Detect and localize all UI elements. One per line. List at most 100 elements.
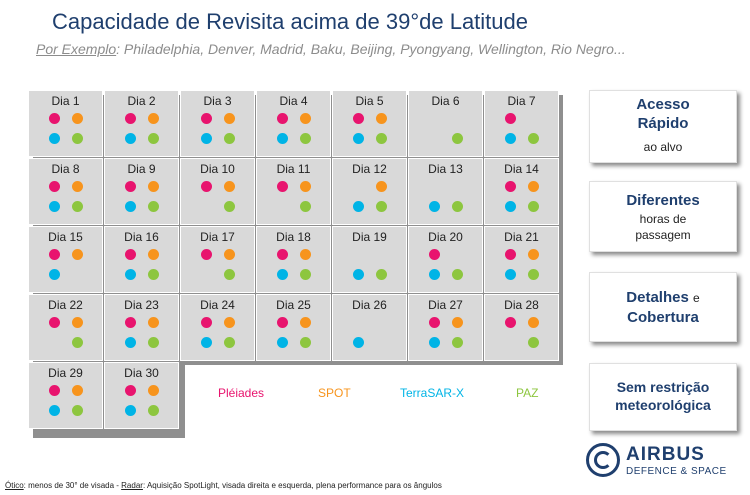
- pleiades-dot: [49, 181, 60, 192]
- pleiades-dot: [49, 113, 60, 124]
- paz-dot: [528, 269, 539, 280]
- day-cell: Dia 4: [256, 90, 331, 157]
- day-label: Dia 28: [504, 298, 539, 312]
- day-label: Dia 24: [200, 298, 235, 312]
- terrasar-x-dot: [49, 405, 60, 416]
- terrasar-x-dot: [353, 201, 364, 212]
- page-title: Capacidade de Revisita acima de 39°de La…: [52, 9, 528, 34]
- day-label: Dia 15: [48, 230, 83, 244]
- pleiades-dot: [353, 113, 364, 124]
- day-cell: Dia 5: [332, 90, 407, 157]
- terrasar-x-dot: [505, 201, 516, 212]
- pleiades-dot: [125, 181, 136, 192]
- spot-dot: [72, 317, 83, 328]
- pleiades-dot: [125, 317, 136, 328]
- day-label: Dia 18: [276, 230, 311, 244]
- terrasar-x-dot: [277, 337, 288, 348]
- day-label: Dia 20: [428, 230, 463, 244]
- pleiades-dot: [201, 317, 212, 328]
- spot-dot: [224, 181, 235, 192]
- day-cell: Dia 23: [104, 294, 179, 361]
- pleiades-dot: [125, 113, 136, 124]
- day-label: Dia 12: [352, 162, 387, 176]
- spot-dot: [300, 181, 311, 192]
- paz-dot: [376, 201, 387, 212]
- terrasar-x-dot: [277, 133, 288, 144]
- paz-dot: [300, 201, 311, 212]
- pleiades-dot: [505, 249, 516, 260]
- paz-dot: [72, 201, 83, 212]
- footer-otico-text: : menos de 30° de visada -: [23, 481, 122, 490]
- terrasar-x-dot: [353, 133, 364, 144]
- day-cell: Dia 19: [332, 226, 407, 293]
- terrasar-x-dot: [49, 201, 60, 212]
- day-cell: Dia 24: [180, 294, 255, 361]
- day-label: Dia 30: [124, 366, 159, 380]
- paz-dot: [224, 337, 235, 348]
- day-label: Dia 5: [355, 94, 384, 108]
- day-label: Dia 7: [507, 94, 536, 108]
- spot-dot: [224, 249, 235, 260]
- terrasar-x-dot: [125, 269, 136, 280]
- day-label: Dia 13: [428, 162, 463, 176]
- day-label: Dia 25: [276, 298, 311, 312]
- pleiades-dot: [201, 181, 212, 192]
- footer-note: Ótico: menos de 30° de visada - Radar: A…: [5, 481, 442, 490]
- day-cell: Dia 21: [484, 226, 559, 293]
- legend-spot: SPOT: [318, 386, 351, 400]
- day-label: Dia 9: [127, 162, 156, 176]
- paz-dot: [148, 269, 159, 280]
- day-cell: Dia 13: [408, 158, 483, 225]
- airbus-logo: AIRBUS DEFENCE & SPACE: [586, 443, 736, 483]
- paz-dot: [224, 133, 235, 144]
- box-acesso-title: Acesso Rápido: [636, 96, 690, 132]
- day-label: Dia 22: [48, 298, 83, 312]
- terrasar-x-dot: [201, 337, 212, 348]
- spot-dot: [224, 113, 235, 124]
- day-cell: Dia 1: [28, 90, 103, 157]
- day-label: Dia 4: [279, 94, 308, 108]
- spot-dot: [148, 385, 159, 396]
- logo-division: DEFENCE & SPACE: [626, 466, 727, 477]
- paz-dot: [376, 133, 387, 144]
- paz-dot: [300, 269, 311, 280]
- spot-dot: [300, 113, 311, 124]
- paz-dot: [452, 201, 463, 212]
- paz-dot: [72, 337, 83, 348]
- spot-dot: [376, 113, 387, 124]
- subtitle-prefix: Por Exemplo: [36, 41, 117, 57]
- paz-dot: [148, 337, 159, 348]
- day-cell: Dia 22: [28, 294, 103, 361]
- terrasar-x-dot: [125, 337, 136, 348]
- day-label: Dia 29: [48, 366, 83, 380]
- pleiades-dot: [429, 249, 440, 260]
- spot-dot: [148, 249, 159, 260]
- spot-dot: [148, 113, 159, 124]
- day-label: Dia 10: [200, 162, 235, 176]
- pleiades-dot: [201, 249, 212, 260]
- day-cell: Dia 2: [104, 90, 179, 157]
- terrasar-x-dot: [505, 133, 516, 144]
- pleiades-dot: [277, 181, 288, 192]
- pleiades-dot: [49, 317, 60, 328]
- paz-dot: [148, 133, 159, 144]
- spot-dot: [300, 249, 311, 260]
- box-diferentes: Diferentes horas de passagem: [589, 181, 737, 252]
- pleiades-dot: [125, 385, 136, 396]
- day-cell: Dia 11: [256, 158, 331, 225]
- paz-dot: [528, 337, 539, 348]
- day-cell: Dia 28: [484, 294, 559, 361]
- day-cell: Dia 14: [484, 158, 559, 225]
- box-acesso-rapido: Acesso Rápido ao alvo: [589, 90, 737, 163]
- day-cell: Dia 17: [180, 226, 255, 293]
- spot-dot: [528, 317, 539, 328]
- pleiades-dot: [505, 317, 516, 328]
- box-cobertura-title: Cobertura: [627, 309, 699, 326]
- day-cell: Dia 7: [484, 90, 559, 157]
- spot-dot: [72, 113, 83, 124]
- day-cell: Dia 16: [104, 226, 179, 293]
- pleiades-dot: [277, 113, 288, 124]
- box-diferentes-sub: horas de passagem: [635, 212, 691, 242]
- terrasar-x-dot: [125, 405, 136, 416]
- paz-dot: [528, 201, 539, 212]
